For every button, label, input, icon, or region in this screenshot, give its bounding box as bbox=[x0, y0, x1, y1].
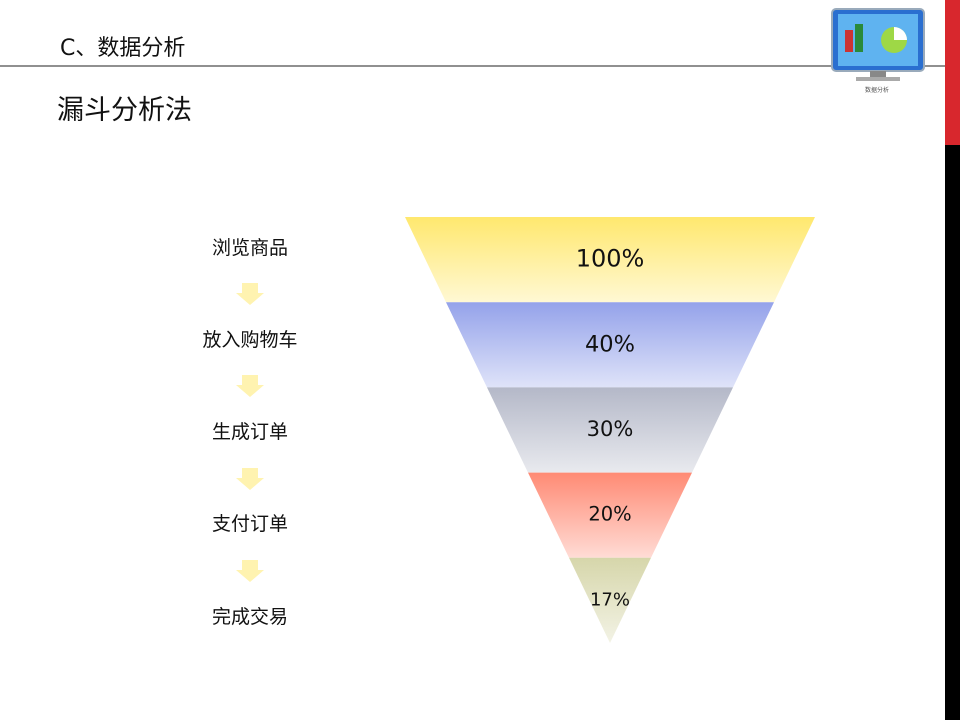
stage-label: 生成订单 bbox=[211, 421, 288, 443]
value-label: 17% bbox=[590, 589, 630, 610]
black-bar bbox=[945, 145, 960, 720]
section-title: C、数据分析 bbox=[60, 36, 185, 61]
stage-label: 放入购物车 bbox=[202, 329, 298, 351]
funnel-segment bbox=[487, 387, 733, 473]
stage-label: 浏览商品 bbox=[211, 237, 288, 259]
page-title: 漏斗分析法 bbox=[57, 95, 192, 126]
logo-text: 数据分析 bbox=[865, 86, 889, 94]
value-label: 100% bbox=[576, 245, 645, 273]
funnel-segment bbox=[569, 557, 651, 643]
stage-label: 完成交易 bbox=[211, 606, 288, 628]
value-label: 40% bbox=[585, 331, 635, 357]
funnel-segment bbox=[528, 472, 692, 558]
stage-label: 支付订单 bbox=[211, 513, 288, 535]
flow-arrows bbox=[236, 283, 264, 582]
value-label: 20% bbox=[588, 503, 631, 526]
funnel-segment bbox=[405, 217, 815, 303]
funnel-segment bbox=[446, 302, 774, 388]
value-label: 30% bbox=[587, 417, 634, 441]
red-bar bbox=[945, 0, 960, 145]
logo: 数据分析 bbox=[831, 8, 925, 94]
